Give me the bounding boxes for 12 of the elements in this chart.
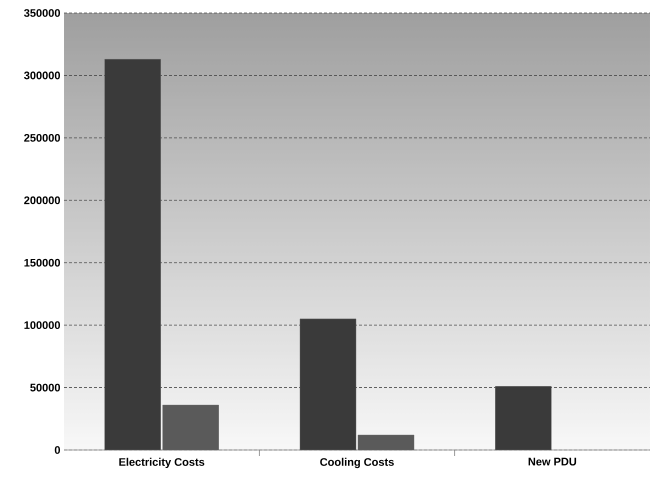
y-tick-label: 100000 <box>24 321 60 330</box>
y-tick-label: 50000 <box>30 384 60 392</box>
x-tick-label: Electricity Costs <box>119 458 204 468</box>
bar <box>495 386 552 450</box>
y-tick-label: 350000 <box>24 9 60 17</box>
y-tick-label: 300000 <box>24 72 60 80</box>
y-tick-label: 150000 <box>24 258 60 267</box>
x-tick-label: Cooling Costs <box>320 458 394 468</box>
x-tick-label: New PDU <box>528 458 576 466</box>
y-tick-label: 200000 <box>24 196 60 204</box>
y-tick-label: 0 <box>54 446 60 454</box>
y-tick-label: 250000 <box>24 134 60 142</box>
